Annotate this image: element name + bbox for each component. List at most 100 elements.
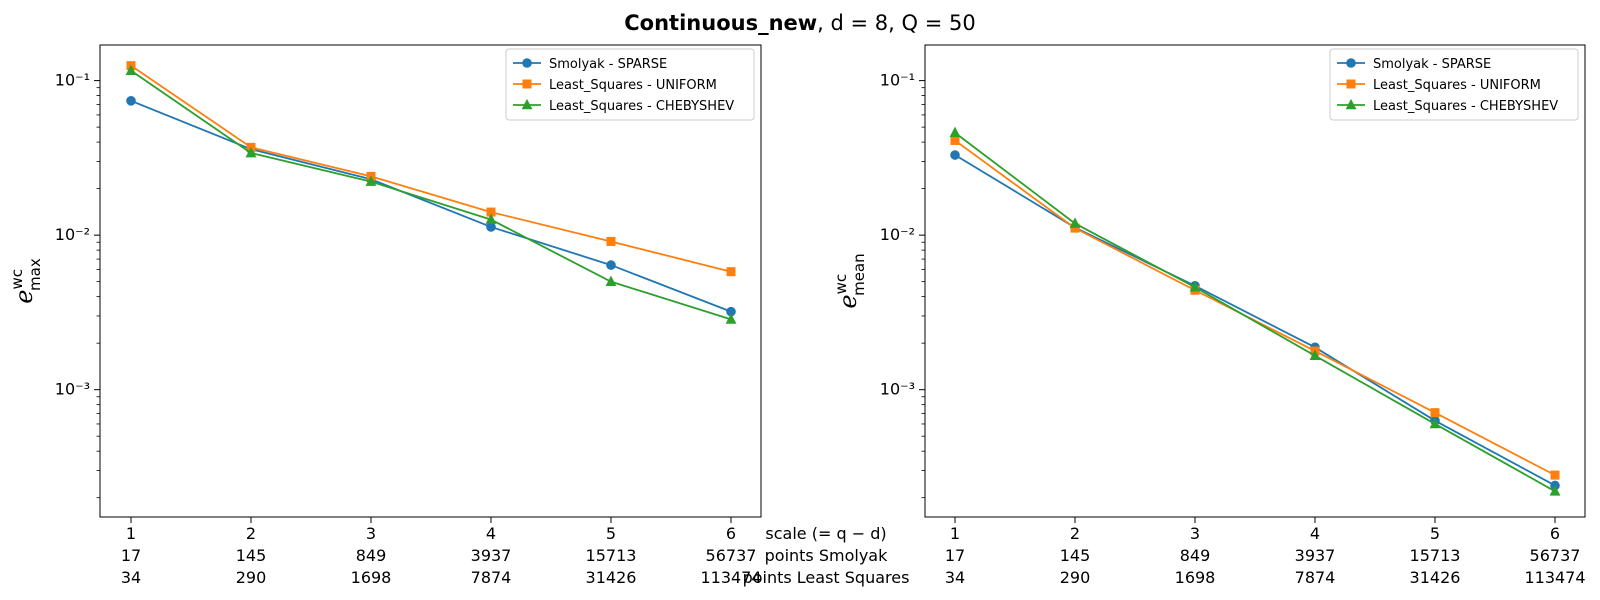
left-y-axis-label-sup: wc (8, 269, 26, 290)
right-y-axis-label-sub: mean (850, 253, 868, 296)
right-legend-label-smolyak-sparse: Smolyak - SPARSE (1373, 57, 1491, 72)
right-marker-least-squares-chebyshev (1549, 485, 1561, 496)
left-x-label-scale: 4 (486, 524, 496, 543)
right-x-label-scale: 3 (1190, 524, 1200, 543)
right-x-label-points-least-squares: 34 (945, 568, 965, 587)
right-x-label-points-least-squares: 7874 (1295, 568, 1336, 587)
left-marker-least-squares-chebyshev (605, 275, 617, 286)
left-marker-least-squares-uniform (606, 236, 616, 246)
left-y-tick-label: 10⁻¹ (55, 71, 90, 90)
right-legend: Smolyak - SPARSE Least_Squares - UNIFORM L… (1329, 48, 1579, 121)
left-x-label-scale: 3 (366, 524, 376, 543)
left-x-label-scale: 5 (606, 524, 616, 543)
left-x-label-points-least-squares: 31426 (586, 568, 637, 587)
left-x-label-scale: 2 (246, 524, 256, 543)
right-y-tick-label: 10⁻³ (880, 380, 915, 399)
left-legend: Smolyak - SPARSE Least_Squares - UNIFORM L… (505, 48, 755, 121)
right-legend-label-least-squares-uniform: Least_Squares - UNIFORM (1373, 78, 1541, 93)
right-x-label-points-smolyak: 849 (1180, 546, 1211, 565)
right-legend-marker-least-squares-uniform (1346, 79, 1356, 89)
left-legend-label-least-squares-chebyshev: Least_Squares - CHEBYSHEV (549, 99, 734, 114)
row-label-scale: scale (= q − d) (765, 524, 886, 543)
right-series-line-smolyak-sparse (954, 154, 1556, 487)
left-legend-label-smolyak-sparse: Smolyak - SPARSE (549, 57, 667, 72)
right-series-line-least-squares-uniform (954, 139, 1556, 476)
left-legend-marker-least-squares-chebyshev (521, 98, 533, 110)
row-label-points-least-squares: points Least Squares (743, 568, 910, 587)
left-y-tick-label: 10⁻³ (55, 380, 90, 399)
figure-title-bold: Continuous_new (624, 11, 817, 35)
right-legend-marker-smolyak-sparse (1346, 58, 1356, 68)
left-x-label-points-smolyak: 56737 (706, 546, 757, 565)
x-axis-row-labels: scale (= q − d) points Smolyak points Le… (743, 524, 910, 587)
left-x-label-points-least-squares: 290 (236, 568, 267, 587)
left-y-axis-label: ewcmax (8, 258, 44, 304)
left-y-axis-label-base: e (10, 290, 38, 304)
right-x-label-points-least-squares: 1698 (1175, 568, 1216, 587)
left-x-label-scale: 6 (726, 524, 736, 543)
right-marker-smolyak-sparse (950, 150, 960, 160)
left-legend-label-least-squares-uniform: Least_Squares - UNIFORM (549, 78, 717, 93)
left-series-line-smolyak-sparse (130, 99, 732, 313)
right-x-label-points-least-squares: 290 (1060, 568, 1091, 587)
right-x-label-points-smolyak: 3937 (1295, 546, 1336, 565)
right-x-label-points-smolyak: 15713 (1410, 546, 1461, 565)
right-y-axis-label-sup: wc (832, 274, 850, 295)
left-marker-least-squares-chebyshev (245, 146, 257, 158)
left-x-label-points-least-squares: 34 (121, 568, 141, 587)
right-marker-least-squares-chebyshev (1189, 281, 1201, 292)
left-marker-smolyak-sparse (606, 260, 616, 270)
left-marker-least-squares-uniform (726, 267, 736, 277)
left-y-tick-label: 10⁻² (55, 225, 90, 244)
right-legend-label-least-squares-chebyshev: Least_Squares - CHEBYSHEV (1373, 99, 1558, 114)
left-marker-least-squares-chebyshev (125, 64, 137, 75)
right-y-tick-label: 10⁻² (880, 225, 915, 244)
left-x-label-points-least-squares: 113474 (700, 568, 761, 587)
left-x-label-points-smolyak: 145 (236, 546, 267, 565)
right-x-label-points-smolyak: 145 (1060, 546, 1091, 565)
left-x-label-points-smolyak: 17 (121, 546, 141, 565)
left-x-label-points-smolyak: 15713 (586, 546, 637, 565)
right-plot: 10⁻³ 10⁻² 10⁻¹ 1 17 34 2 145 290 3 849 1698 4 3937 787… (832, 44, 1586, 587)
right-x-label-scale: 5 (1430, 524, 1440, 543)
right-legend-box (1329, 48, 1579, 121)
right-series-line-least-squares-chebyshev (954, 132, 1556, 493)
right-marker-least-squares-chebyshev (1309, 349, 1321, 360)
right-x-label-scale: 6 (1550, 524, 1560, 543)
left-series-line-least-squares-chebyshev (130, 69, 732, 321)
row-label-points-smolyak: points Smolyak (765, 546, 888, 565)
right-marker-least-squares-chebyshev (1429, 417, 1441, 429)
left-y-axis-label-sub: max (26, 258, 44, 291)
left-marker-least-squares-chebyshev (365, 175, 377, 186)
right-x-label-scale: 1 (950, 524, 960, 543)
left-x-label-points-least-squares: 7874 (471, 568, 512, 587)
right-y-axis-label: ewcmean (832, 253, 868, 308)
right-legend-marker-least-squares-chebyshev (1345, 98, 1357, 110)
left-series-line-least-squares-uniform (130, 64, 732, 273)
right-x-label-scale: 4 (1310, 524, 1320, 543)
figure-title: Continuous_new, d = 8, Q = 50 (624, 11, 975, 35)
left-x-label-scale: 1 (126, 524, 136, 543)
left-x-label-points-smolyak: 3937 (471, 546, 512, 565)
right-x-label-scale: 2 (1070, 524, 1080, 543)
right-y-tick-label: 10⁻¹ (880, 71, 915, 90)
right-marker-least-squares-chebyshev (949, 126, 961, 138)
left-marker-least-squares-chebyshev (485, 213, 497, 224)
right-x-label-points-smolyak: 17 (945, 546, 965, 565)
right-marker-least-squares-chebyshev (1069, 217, 1081, 228)
right-marker-least-squares-uniform (950, 135, 960, 145)
right-x-label-points-least-squares: 31426 (1410, 568, 1461, 587)
left-legend-marker-smolyak-sparse (522, 58, 532, 68)
left-x-label-points-smolyak: 849 (356, 546, 387, 565)
left-marker-least-squares-chebyshev (725, 313, 737, 324)
figure-title-rest: , d = 8, Q = 50 (817, 11, 976, 35)
right-plot-frame (924, 44, 1586, 518)
left-legend-marker-least-squares-uniform (522, 79, 532, 89)
left-plot-frame (99, 44, 762, 518)
left-plot: 10⁻³ 10⁻² 10⁻¹ 1 17 34 2 145 290 3 849 1698 4 3937 787… (8, 44, 762, 587)
right-marker-least-squares-uniform (1430, 408, 1440, 418)
right-y-axis-label-base: e (834, 294, 862, 308)
left-marker-smolyak-sparse (126, 96, 136, 106)
left-legend-box (505, 48, 755, 121)
